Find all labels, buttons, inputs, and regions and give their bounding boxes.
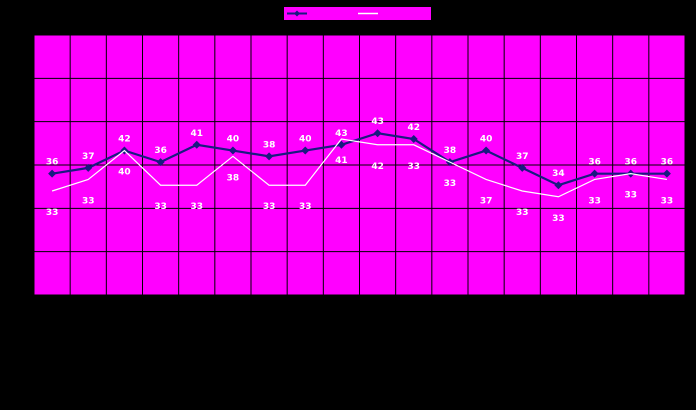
data-label: 40 (480, 135, 493, 145)
data-label: 33 (588, 196, 601, 206)
data-label: 33 (263, 202, 276, 212)
data-label: 36 (154, 146, 167, 156)
data-label: 37 (82, 152, 95, 162)
series-1-point (265, 152, 274, 161)
series-1-point (48, 169, 57, 178)
data-label: 33 (407, 162, 420, 172)
data-label: 43 (371, 117, 384, 127)
data-label: 40 (227, 135, 240, 145)
data-label: 33 (154, 202, 167, 212)
data-label: 42 (118, 135, 131, 145)
data-label: 36 (661, 158, 674, 168)
data-label: 43 (335, 129, 348, 139)
data-labels: 36 37 42 36 41 40 38 40 43 43 42 38 40 37 34 36 36 36 33 33… (46, 117, 673, 224)
series-1-point (228, 146, 237, 155)
legend (284, 7, 431, 20)
data-label: 36 (46, 158, 59, 168)
data-label: 33 (46, 208, 59, 218)
series-1-point (84, 163, 93, 172)
series-line-1 (51, 132, 667, 187)
series-1-point (156, 158, 165, 167)
data-label: 33 (299, 202, 312, 212)
data-label: 36 (588, 158, 601, 168)
legend-symbol-series-1 (294, 10, 300, 17)
series-1-point (301, 146, 310, 155)
data-label: 40 (299, 135, 312, 145)
data-label: 34 (552, 169, 565, 179)
series-1-point (590, 169, 599, 178)
data-label: 40 (118, 168, 131, 178)
series-1-point (482, 146, 491, 155)
data-label: 38 (227, 173, 240, 183)
data-label: 33 (516, 208, 529, 218)
data-label: 37 (516, 152, 529, 162)
data-label: 38 (263, 140, 276, 150)
series-1-point (337, 140, 346, 149)
data-label: 36 (624, 158, 637, 168)
data-label: 33 (82, 196, 95, 206)
series-1-point (554, 181, 563, 190)
series-1-point (409, 135, 418, 143)
data-label: 33 (552, 214, 565, 224)
series-1-point (518, 163, 527, 172)
series-line-2 (51, 138, 668, 198)
series-1-point (373, 129, 382, 138)
data-label: 41 (335, 156, 348, 166)
series-1-point (662, 169, 671, 178)
data-label: 42 (371, 162, 384, 172)
data-label: 33 (624, 191, 637, 201)
data-label: 33 (444, 179, 457, 189)
legend-box (284, 7, 431, 20)
data-label: 38 (444, 146, 457, 156)
data-label: 33 (661, 196, 674, 206)
data-label: 42 (407, 123, 420, 133)
series-layer (48, 129, 671, 198)
data-label: 33 (190, 202, 203, 212)
series-1-point (192, 140, 201, 149)
data-label: 37 (480, 196, 493, 206)
data-label: 41 (190, 129, 203, 139)
